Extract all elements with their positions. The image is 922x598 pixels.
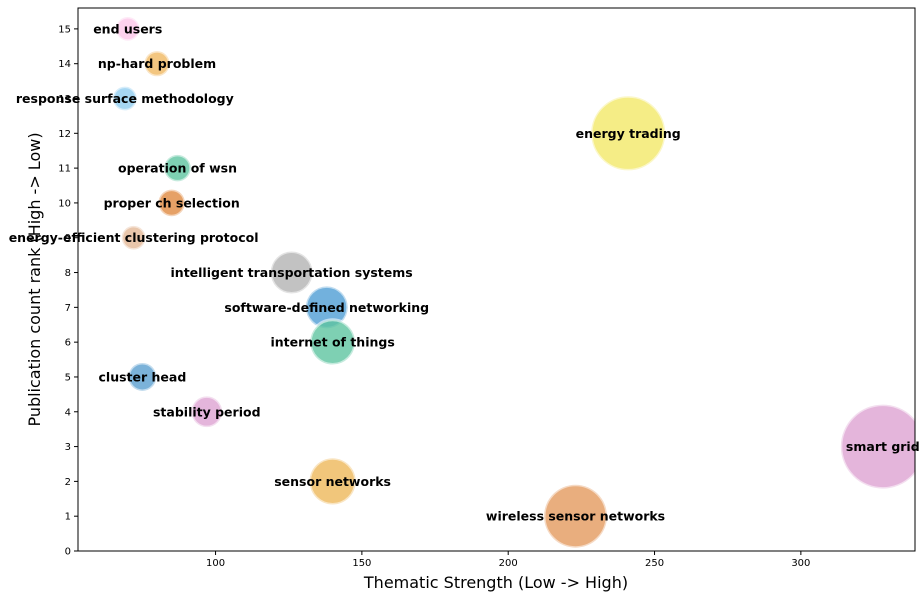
bubble-14: [839, 403, 915, 491]
bubble-label-6: energy-efficient clustering protocol: [9, 230, 259, 245]
y-tick-label-9: 9: [65, 233, 71, 244]
bubble-label-1: np-hard problem: [98, 56, 216, 71]
bubble-3: [589, 94, 667, 172]
bubble-5: [156, 188, 187, 218]
y-tick-label-6: 6: [65, 338, 71, 349]
y-tick-label-12: 12: [58, 129, 71, 140]
bubble-label-9: internet of things: [270, 335, 394, 350]
y-tick-label-2: 2: [65, 477, 71, 488]
bubble-10: [126, 361, 158, 393]
bubble-6: [120, 224, 148, 252]
x-tick-label-3: 250: [645, 558, 664, 569]
x-tick-label-0: 100: [206, 558, 225, 569]
y-tick-label-14: 14: [58, 59, 71, 70]
y-tick-label-1: 1: [65, 512, 71, 523]
bubble-0: [114, 15, 142, 43]
y-tick-label-7: 7: [65, 303, 71, 314]
y-tick-label-10: 10: [58, 198, 71, 209]
x-axis-ticks: 100 150 200 250 300: [206, 551, 810, 569]
bubble-11: [189, 394, 224, 429]
y-tick-label-13: 13: [58, 94, 71, 105]
bubble-4: [162, 153, 193, 183]
bubble-12: [308, 456, 358, 506]
bubble-1: [142, 49, 172, 78]
x-tick-label-2: 200: [499, 558, 518, 569]
y-tick-label-3: 3: [65, 442, 71, 453]
bubble-labels: end users np-hard problem response surface…: [9, 21, 920, 523]
y-tick-label-8: 8: [65, 268, 71, 279]
plot-frame: [77, 7, 916, 552]
y-tick-label-0: 0: [65, 547, 71, 558]
bubble-label-2: response surface methodology: [16, 91, 234, 106]
bubble-label-13: wireless sensor networks: [486, 509, 665, 524]
bubble-label-14: smart grid: [846, 439, 920, 454]
bubble-label-4: operation of wsn: [118, 161, 237, 176]
y-tick-label-5: 5: [65, 372, 71, 383]
bubble-2: [111, 85, 139, 112]
y-tick-label-11: 11: [58, 164, 71, 175]
bubble-label-0: end users: [93, 21, 162, 36]
y-axis-title: Publication count rank (High -> Low): [25, 132, 44, 426]
bubble-label-8: software-defined networking: [224, 300, 429, 315]
bubble-label-3: energy trading: [576, 126, 681, 141]
bubble-label-12: sensor networks: [274, 474, 391, 489]
bubble-7: [269, 250, 315, 296]
bubble-label-5: proper ch selection: [104, 195, 240, 210]
x-axis-title: Thematic Strength (Low -> High): [363, 573, 628, 592]
bubble-label-11: stability period: [153, 404, 261, 419]
bubble-9: [308, 318, 357, 367]
bubble-label-7: intelligent transportation systems: [171, 265, 413, 280]
bubble-label-10: cluster head: [99, 369, 187, 384]
x-tick-label-1: 150: [352, 558, 371, 569]
bubble-13: [542, 483, 609, 550]
x-tick-label-4: 300: [791, 558, 810, 569]
y-tick-label-4: 4: [65, 407, 71, 418]
y-tick-label-15: 15: [58, 24, 71, 35]
bubble-layer: [111, 15, 915, 550]
